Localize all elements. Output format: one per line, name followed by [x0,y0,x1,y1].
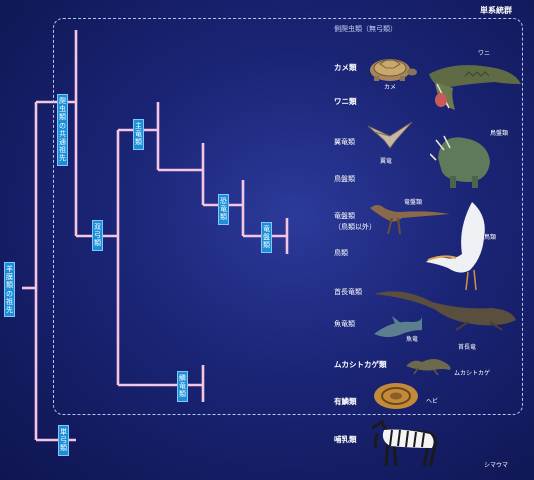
caption-pterosaur: 翼竜 [380,158,393,165]
monophyletic-group-frame [53,18,523,415]
zebra-illustration [371,419,438,467]
clade-reptile-ancestor: 爬虫類の共通祖先 [57,94,68,166]
ichthyosaur-illustration [374,316,422,337]
clade-amniote-ancestor: 羊膜類の祖先 [4,262,15,318]
snake-illustration [374,383,418,409]
clade-lepidosaurs: 鱗竜類 [177,371,188,402]
label-squamates: 有鱗類 [334,397,357,406]
turtle-illustration [370,59,417,81]
dinosaur-illustration [370,205,450,235]
caption-snake: ヘビ [426,398,439,405]
label-ornithischians: 鳥盤類 [334,175,355,183]
label-saurischians-note: （鳥類以外） [334,223,376,231]
label-pterosaurs: 翼竜類 [334,138,355,146]
label-ichthyosaurs: 魚竜類 [334,320,355,328]
label-turtles: カメ類 [334,63,357,72]
tuatara-illustration [406,359,451,376]
caption-triceratops: 鳥盤類 [490,130,509,137]
triceratops-illustration [430,135,490,188]
caption-turtle: カメ [384,84,397,91]
clade-synapsids: 単弓類 [58,425,69,456]
caption-dinosaur: 竜盤類 [404,199,423,206]
label-mammals: 哺乳類 [334,435,357,444]
label-plesiosaurs: 首長竜類 [334,288,362,296]
clade-dinosaurs: 恐竜類 [218,194,229,225]
label-saurischians: 竜盤類 [334,212,355,220]
caption-plesiosaur: 首長竜 [458,344,477,351]
clade-saurischia: 竜盤類 [261,222,272,253]
caption-ichthyosaur: 魚竜 [406,336,419,343]
label-crocodiles: ワニ類 [334,97,357,106]
caption-pelican: 鳥類 [484,234,497,241]
clade-archosaurs: 主竜類 [133,119,144,150]
caption-crocodile: ワニ [478,50,491,57]
label-birds: 鳥類 [334,249,348,257]
label-tuatara: ムカシトカゲ類 [334,360,387,369]
plesiosaur-illustration [374,291,516,331]
crocodile-illustration [429,65,521,110]
monophyletic-group-title: 単系統群 [480,6,512,15]
pelican-illustration [426,202,485,291]
pterosaur-illustration [367,121,413,149]
label-anapsid: 側爬虫類（無弓類） [334,25,397,33]
caption-zebra: シマウマ [484,462,509,469]
caption-tuatara: ムカシトカゲ [454,370,491,377]
clade-diapsids: 双弓類 [92,220,103,251]
